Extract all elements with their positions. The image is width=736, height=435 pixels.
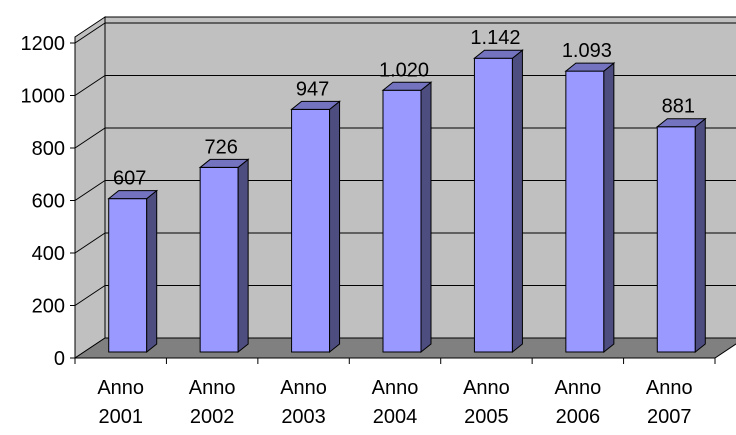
x-tick-label: Anno [646,377,693,399]
x-tick-label: 2003 [281,406,326,428]
bar-top [290,100,341,110]
bar [655,117,707,354]
bar-top [107,190,159,200]
bar [290,100,341,354]
x-tick-label: 2001 [98,406,143,428]
bar-front [199,166,239,353]
gridline-side [74,22,106,44]
bar-top [655,118,707,128]
axes [70,37,716,364]
bar [198,158,250,354]
y-tick-label: 200 [32,296,65,318]
data-label: 1.020 [379,59,429,81]
bar [107,189,159,354]
y-tick-label: 0 [54,348,65,370]
x-tick-label: 2006 [556,406,601,428]
bar [473,49,524,354]
gridline-side [74,285,106,306]
bar-front [108,198,148,353]
x-tick-label: Anno [554,377,601,399]
bar-side [146,189,158,354]
bar [381,81,433,354]
gridline-side [74,75,106,96]
y-tick-label: 600 [32,191,65,213]
gridline-side [74,180,106,201]
x-tick-labels: Anno 2001 Anno 2002 Anno 2003 Anno 2004 Anno 2005… [97,377,692,428]
bars [107,49,707,354]
bar-side [694,117,706,354]
x-tick-label: Anno [372,377,419,399]
x-tick-label: 2005 [464,406,509,428]
x-tick-label: Anno [97,377,144,399]
bar-front [473,57,513,353]
side-wall [74,16,106,359]
y-tick-label: 1200 [21,33,66,55]
bar-top [381,81,433,91]
x-tick-label: 2007 [647,406,692,428]
y-tick-label: 1000 [21,86,66,108]
bar-side [237,158,249,354]
bar-top [564,62,616,72]
data-label: 1.142 [470,27,520,49]
data-label: 1.093 [562,40,612,62]
gridline-side [74,232,106,254]
bar-front [656,126,696,353]
bar-side [420,81,432,354]
bar-top [198,158,250,168]
y-tick-label: 800 [32,138,65,160]
bar-side [511,49,523,354]
x-tick-label: Anno [463,377,510,399]
bar-front [382,89,422,353]
bar-front [565,70,605,353]
bar [564,62,616,354]
x-tick-label: Anno [280,377,327,399]
bar-top [473,49,524,59]
x-tick-label: Anno [189,377,236,399]
x-tick-label: 2002 [190,406,235,428]
bar-side [329,100,341,354]
gridline-side [74,127,106,149]
y-tick-label: 400 [32,243,65,265]
x-tick-label: 2004 [373,406,418,428]
y-tick-labels: 0 200 400 600 800 1000 1200 [21,33,66,370]
data-labels: 607 726 947 1.020 1.142 1.093 881 [113,27,695,189]
data-label: 881 [662,96,695,118]
data-label: 726 [204,136,237,158]
bar-side [603,62,615,354]
data-label: 947 [296,78,329,100]
bar-front [291,108,331,353]
data-label: 607 [113,168,146,190]
